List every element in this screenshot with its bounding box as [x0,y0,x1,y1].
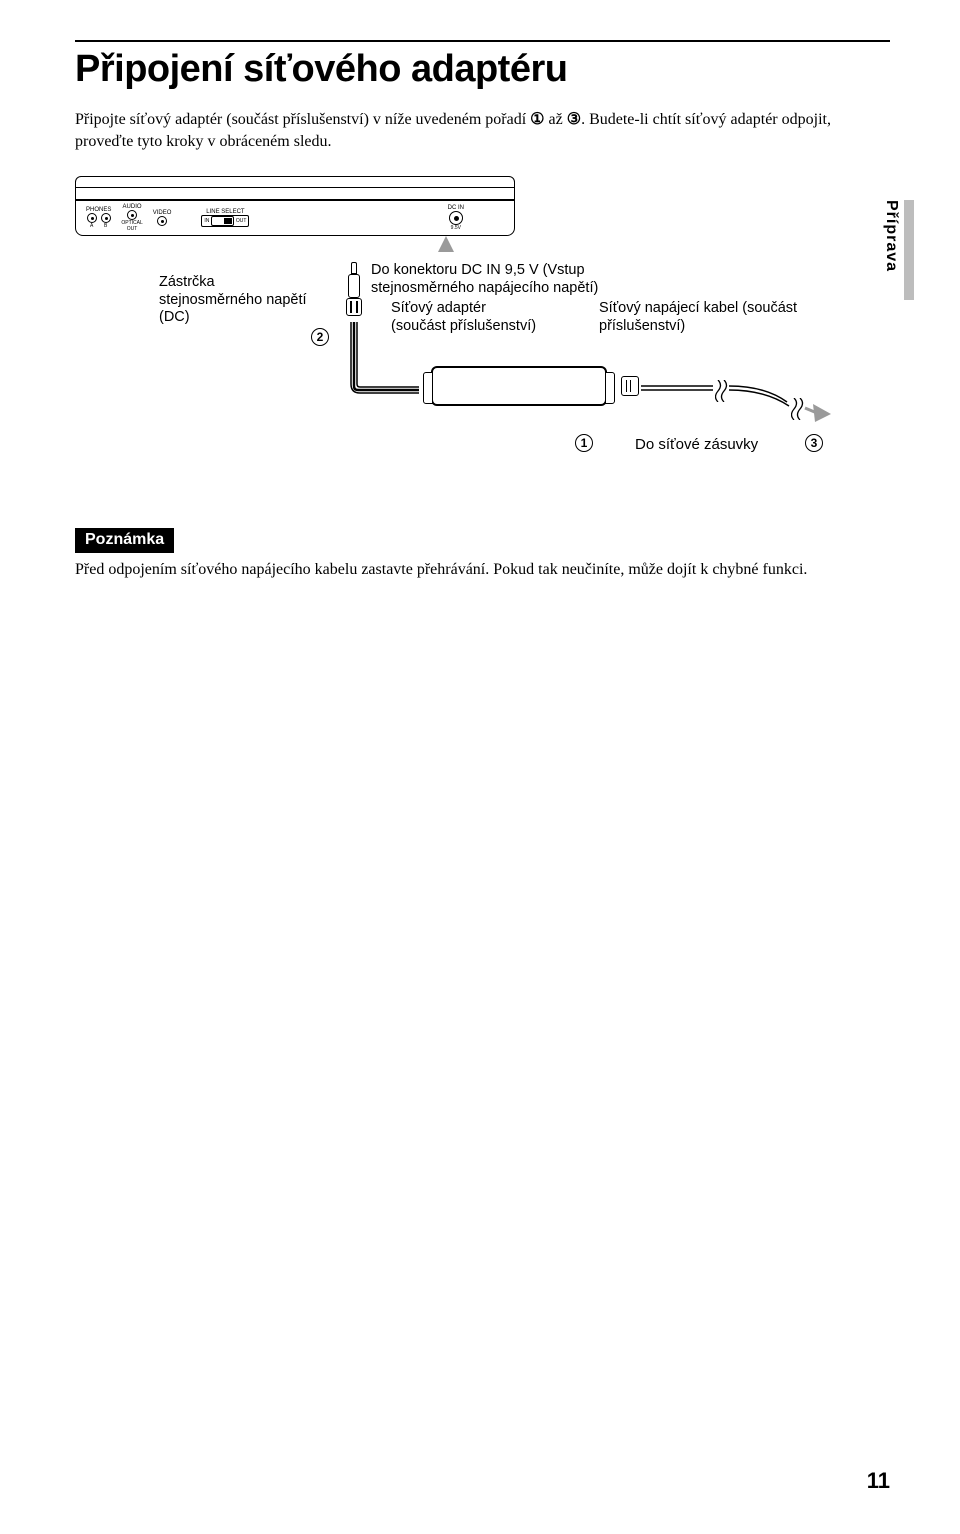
switch-indicator [211,216,233,226]
video-port-group: VIDEO [153,210,172,226]
device-back-panel: PHONES A B AUDIO OPTICAL OUT [75,200,515,236]
section-tab-label: Příprava [882,200,900,272]
label-dc-in-connector: Do konektoru DC IN 9,5 V (Vstup stejnosm… [371,262,651,297]
intro-paragraph: Připojte síťový adaptér (součást přísluš… [75,109,855,152]
section-tab: Příprava [882,200,914,300]
connection-diagram: PHONES A B AUDIO OPTICAL OUT [75,176,835,496]
dc-volt-label: 9.5V [451,225,461,231]
section-tab-bar [904,200,914,300]
note-section: Poznámka Před odpojením síťového napájec… [75,528,890,581]
arrow-into-dcin [438,236,454,252]
step-marker-1: 1 [575,434,593,452]
intro-text-b: až [545,111,567,128]
cable-break-mark-1 [715,380,729,402]
line-select-switch: IN OUT [201,215,249,227]
line-select-group: LINE SELECT IN OUT [201,209,249,227]
page-title: Připojení síťového adaptéru [75,48,890,91]
video-jack [157,216,167,226]
note-body: Před odpojením síťového napájecího kabel… [75,559,875,581]
step-3-inline: ③ [567,109,581,131]
line-out-label: OUT [236,218,247,224]
arrow-to-outlet [813,404,831,422]
label-dc-plug: Zástrčka stejnosměrného napětí (DC) [159,274,319,326]
note-heading: Poznámka [75,528,174,553]
intro-text-a: Připojte síťový adaptér (součást přísluš… [75,111,530,128]
phones-b-label: B [104,223,107,229]
phones-a-jack [87,213,97,223]
phones-port-group: PHONES A B [86,207,111,229]
dc-plug [346,262,362,322]
label-power-cord: Síťový napájecí kabel (součást příslušen… [599,300,809,335]
label-wall-outlet: Do síťové zásuvky [635,436,805,454]
step-marker-3: 3 [805,434,823,452]
page-number: 11 [867,1468,890,1494]
optical-out-label: OPTICAL OUT [121,220,142,232]
cord-strain-relief [621,376,639,396]
step-1-inline: ① [530,109,544,131]
device-hinge [75,188,515,200]
top-rule [75,40,890,42]
label-ac-adapter: Síťový adaptér (součást příslušenství) [391,300,581,335]
audio-jack [127,210,137,220]
dc-in-port-group: DC IN 9.5V [448,205,464,231]
cable-break-mark-2 [791,398,805,420]
ac-adapter-brick [431,366,607,406]
dc-in-jack [449,211,463,225]
phones-a-label: A [90,223,93,229]
audio-port-group: AUDIO OPTICAL OUT [121,204,142,232]
step-marker-2: 2 [311,328,329,346]
device-lid [75,176,515,188]
phones-b-jack [101,213,111,223]
line-in-label: IN [204,218,209,224]
